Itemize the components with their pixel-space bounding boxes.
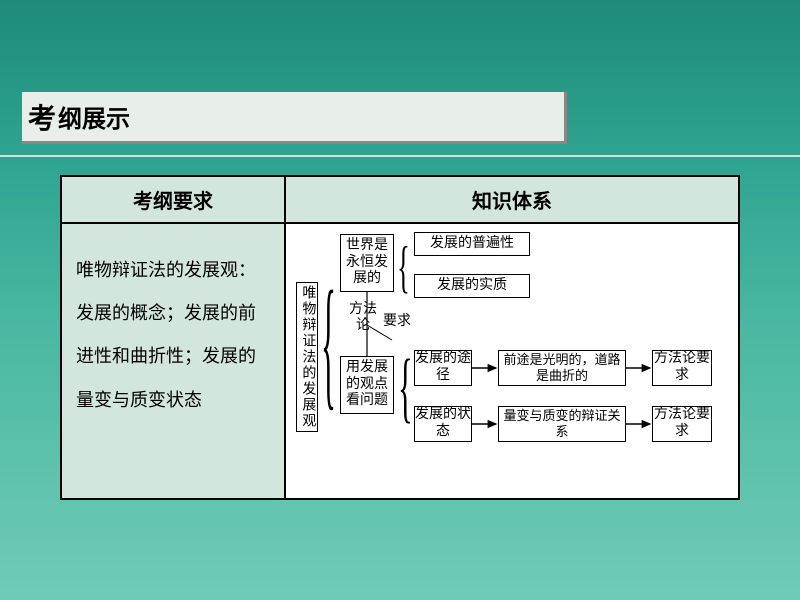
node-essence-label: 发展的实质	[437, 278, 507, 295]
knowledge-system-cell: 唯物辩证法的发展观 { 世界是永恒发展的 { 发展的普遍性 发展的实质	[285, 223, 739, 499]
node-root-label: 唯物辩证法的发展观	[299, 285, 316, 429]
table-row: 唯物辩证法的发展观：发展的概念；发展的前进性和曲折性；发展的量变与质变状态 唯物…	[61, 223, 739, 499]
th-right: 知识体系	[285, 176, 739, 223]
node-use-development-view-label: 用发展的观点看问题	[343, 360, 391, 410]
node-state-desc: 量变与质变的辩证关系	[498, 406, 626, 442]
section-title-panel: 考 纲展示	[22, 92, 567, 144]
label-methodology: 方法论	[348, 302, 378, 334]
outline-requirement-cell: 唯物辩证法的发展观：发展的概念；发展的前进性和曲折性；发展的量变与质变状态	[61, 223, 285, 499]
node-state: 发展的状态	[414, 406, 472, 442]
table-header-row: 考纲要求 知识体系	[61, 176, 739, 223]
horizontal-divider	[0, 155, 800, 157]
node-method-req-2-label: 方法论要求	[653, 407, 711, 441]
brace-top: {	[397, 235, 410, 301]
node-state-label: 发展的状态	[415, 407, 471, 441]
th-left: 考纲要求	[61, 176, 285, 223]
knowledge-diagram: 唯物辩证法的发展观 { 世界是永恒发展的 { 发展的普遍性 发展的实质	[292, 230, 732, 492]
node-world-develops-label: 世界是永恒发展的	[343, 238, 391, 288]
brace-root: {	[321, 262, 336, 427]
node-root: 唯物辩证法的发展观	[296, 282, 318, 432]
title-first-char: 考	[28, 97, 56, 137]
node-state-desc-label: 量变与质变的辩证关系	[499, 408, 625, 439]
title-rest: 纲展示	[58, 99, 130, 134]
label-requirement: 要求	[382, 314, 412, 330]
node-world-develops: 世界是永恒发展的	[340, 234, 394, 292]
main-table: 考纲要求 知识体系 唯物辩证法的发展观：发展的概念；发展的前进性和曲折性；发展的…	[60, 175, 740, 500]
node-universality-label: 发展的普遍性	[430, 236, 514, 253]
label-requirement-text: 要求	[383, 314, 411, 329]
node-method-req-1: 方法论要求	[652, 350, 712, 386]
node-universality: 发展的普遍性	[414, 232, 530, 256]
node-essence: 发展的实质	[414, 274, 530, 298]
node-method-req-2: 方法论要求	[652, 406, 712, 442]
node-use-development-view: 用发展的观点看问题	[340, 356, 394, 414]
node-path-label: 发展的途径	[415, 351, 471, 385]
node-path-desc-label: 前途是光明的，道路是曲折的	[499, 352, 625, 383]
node-path-desc: 前途是光明的，道路是曲折的	[498, 350, 626, 386]
node-method-req-1-label: 方法论要求	[653, 351, 711, 385]
node-path: 发展的途径	[414, 350, 472, 386]
brace-bottom: {	[398, 343, 413, 433]
label-methodology-text: 方法论	[349, 302, 377, 333]
